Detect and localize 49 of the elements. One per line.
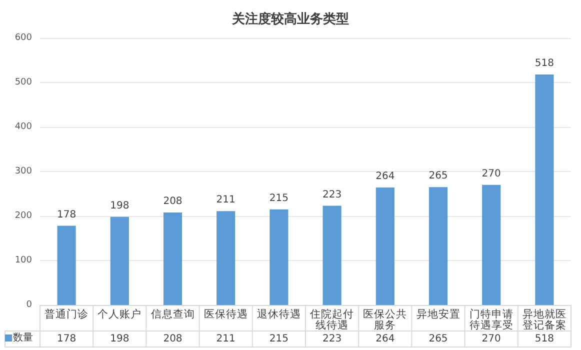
x-tick-label: 信息查询 [150, 308, 195, 320]
x-tick-label: 个人账户 [98, 308, 142, 320]
data-label: 208 [163, 334, 182, 344]
y-tick-label: 600 [14, 33, 32, 43]
y-tick-label: 200 [14, 211, 32, 221]
annotation: 264 [376, 171, 395, 182]
bar [110, 216, 129, 305]
x-tick-label: 门特申请待遇享受 [469, 308, 514, 332]
bar [482, 184, 501, 305]
data-label: 215 [269, 334, 288, 344]
annotation: 198 [110, 200, 130, 212]
annotation: 211 [216, 194, 236, 206]
x-tick-label: 医保公共服务 [363, 308, 408, 332]
x-tick-label: 异地安置 [416, 308, 460, 320]
legend-label: 数量 [13, 332, 33, 344]
bar [57, 226, 76, 305]
annotation: 215 [269, 192, 288, 204]
chart-title: 关注度较高业务类型 [231, 11, 349, 27]
annotation: 265 [428, 170, 448, 182]
x-tick-label: 退休待遇 [256, 308, 301, 320]
bar [163, 212, 182, 305]
x-tick-label: 住院起付线待遇 [310, 308, 354, 332]
x-tick-label: 普通门诊 [44, 308, 89, 320]
annotation: 178 [57, 209, 76, 220]
bar [428, 187, 448, 305]
bar [535, 74, 554, 305]
data-label: 223 [322, 334, 342, 344]
bar [322, 206, 342, 305]
data-label: 518 [534, 334, 554, 344]
data-label: 264 [376, 334, 395, 344]
annotation: 223 [322, 189, 342, 200]
data-label: 198 [110, 334, 130, 344]
y-tick-label: 100 [14, 256, 32, 266]
bar [216, 211, 236, 305]
y-tick-label: 400 [14, 122, 32, 132]
x-tick-label: 医保待遇 [204, 308, 248, 320]
bar [270, 209, 288, 305]
bar [376, 188, 394, 305]
data-label: 270 [482, 334, 501, 344]
annotation: 208 [163, 196, 182, 207]
data-label: 211 [216, 334, 236, 344]
x-tick-label: 异地就医登记备案 [522, 308, 566, 332]
y-tick-label: 300 [14, 166, 32, 176]
annotation: 270 [482, 168, 501, 180]
data-label: 178 [57, 334, 76, 344]
data-label: 265 [428, 334, 448, 344]
y-tick-label: 500 [14, 78, 32, 88]
y-tick-label: 0 [26, 300, 32, 310]
annotation: 518 [534, 58, 554, 69]
